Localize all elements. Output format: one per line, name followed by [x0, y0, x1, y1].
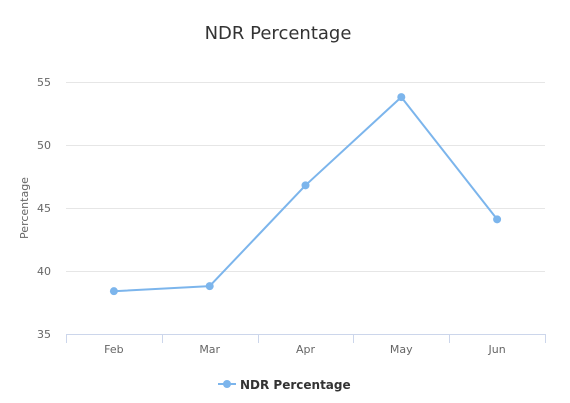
- data-point[interactable]: [205, 282, 214, 291]
- data-point[interactable]: [493, 215, 502, 224]
- data-point[interactable]: [109, 287, 118, 296]
- data-point[interactable]: [301, 181, 310, 190]
- series-layer: [109, 93, 502, 296]
- y-axis-label: Percentage: [18, 177, 31, 239]
- x-tick-label: Apr: [296, 343, 316, 356]
- data-point[interactable]: [397, 93, 406, 102]
- legend[interactable]: NDR Percentage: [218, 378, 351, 392]
- y-tick-label: 35: [37, 328, 51, 341]
- gridlines: 35 40 45 50 55: [37, 76, 545, 341]
- y-tick-label: 50: [37, 139, 51, 152]
- y-tick-label: 40: [37, 265, 51, 278]
- x-tick-label: Feb: [104, 343, 123, 356]
- x-axis: Feb Mar Apr May Jun: [66, 334, 546, 356]
- x-tick-label: Mar: [199, 343, 220, 356]
- y-tick-label: 45: [37, 202, 51, 215]
- chart-title: NDR Percentage: [205, 23, 352, 44]
- x-tick-label: May: [390, 343, 413, 356]
- y-tick-label: 55: [37, 76, 51, 89]
- x-tick-label: Jun: [488, 343, 506, 356]
- legend-item-label[interactable]: NDR Percentage: [240, 378, 351, 392]
- legend-marker-icon: [223, 380, 231, 388]
- series-line: [112, 96, 499, 293]
